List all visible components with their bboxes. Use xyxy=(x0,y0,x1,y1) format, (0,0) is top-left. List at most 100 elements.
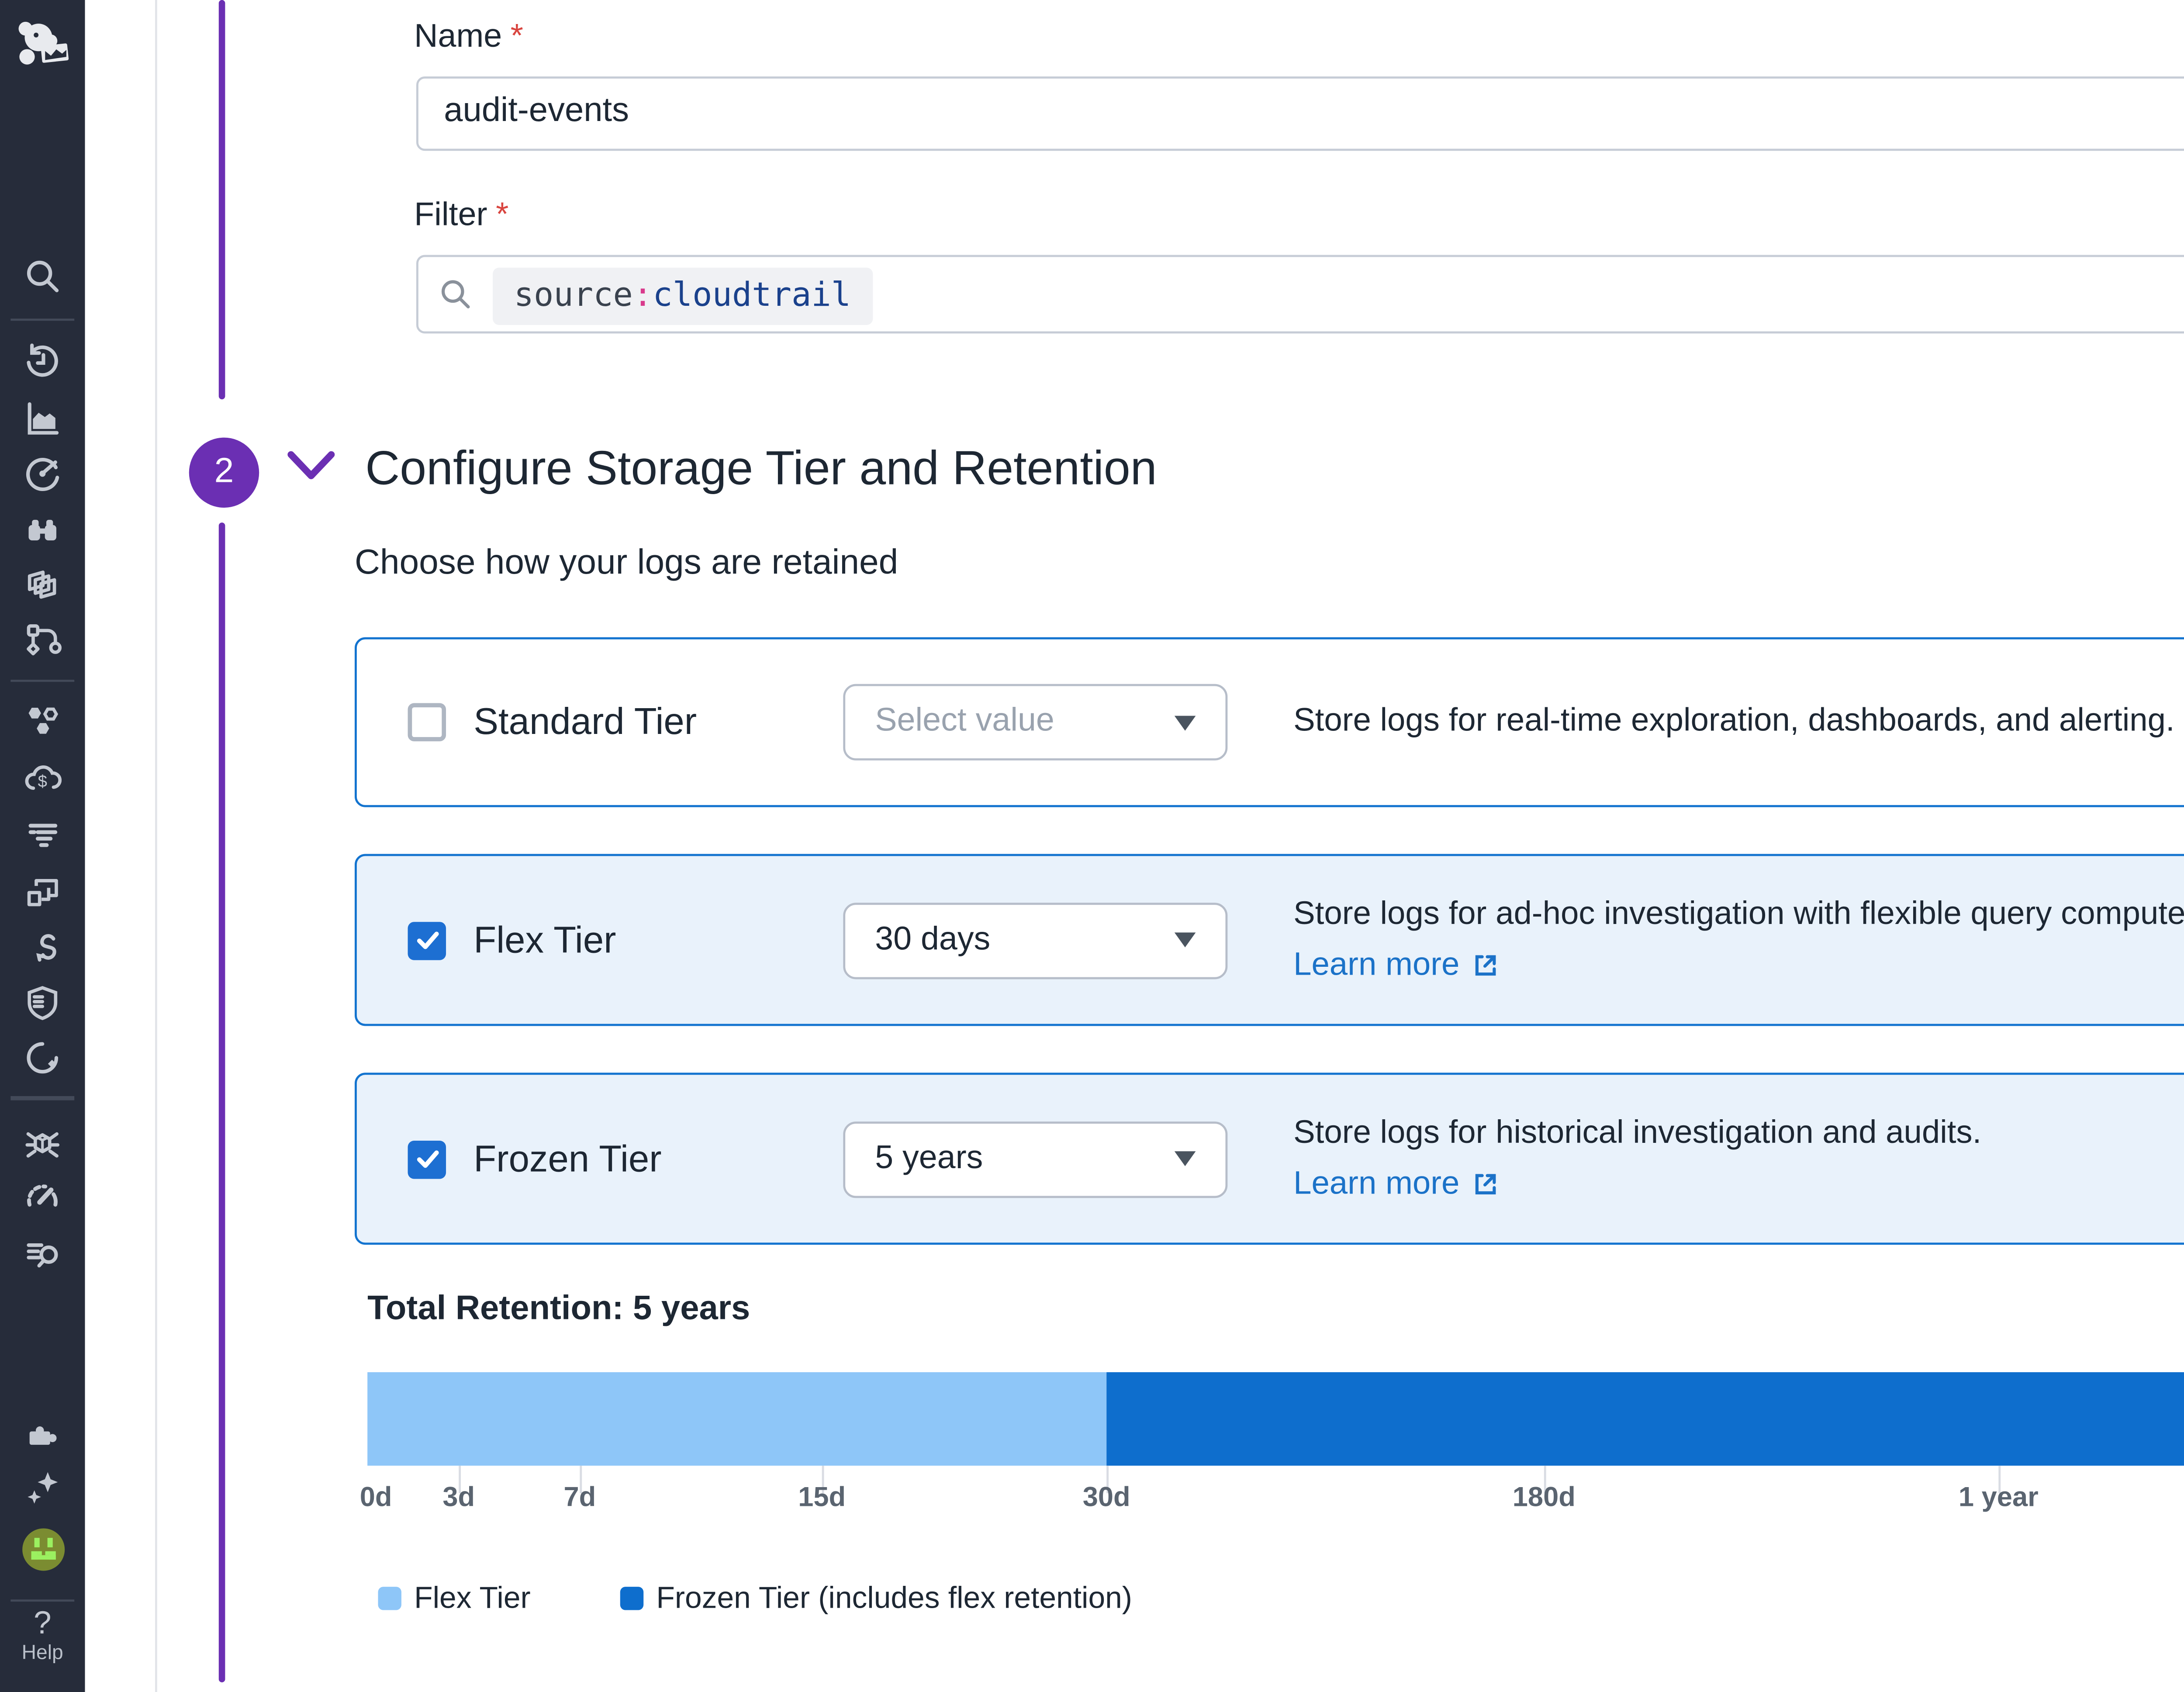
section-subtitle: Choose how your logs are retained xyxy=(354,543,898,582)
axis-tick xyxy=(457,1465,461,1494)
standard-tier-card: Standard Tier Select value Store logs fo… xyxy=(354,637,2184,807)
name-input[interactable] xyxy=(415,76,2184,151)
tier-description-block: Store logs for historical investigation … xyxy=(1293,1108,1981,1210)
svg-text:$: $ xyxy=(38,772,47,791)
required-asterisk: * xyxy=(510,19,524,55)
dropdown-value: 5 years xyxy=(875,1139,983,1176)
check-icon xyxy=(416,931,438,949)
axis-tick-label: 0d xyxy=(359,1480,392,1512)
axis-tick-label: 180d xyxy=(1512,1480,1576,1512)
legend-label: Frozen Tier (includes flex retention) xyxy=(656,1582,1133,1617)
step-number-badge: 2 xyxy=(189,437,259,508)
infrastructure-icon[interactable] xyxy=(0,565,85,603)
frozen-tier-checkbox[interactable] xyxy=(408,1139,446,1178)
caret-down-icon xyxy=(1174,932,1196,948)
axis-tick xyxy=(1543,1465,1546,1494)
filter-query-token[interactable]: source: cloudtrail xyxy=(493,266,872,324)
step-progress-line xyxy=(218,522,225,1682)
filter-label-text: Filter xyxy=(414,197,487,234)
error-tracking-icon[interactable] xyxy=(0,1126,85,1164)
search-icon[interactable] xyxy=(0,257,85,295)
axis-tick-label: 3d xyxy=(442,1480,475,1512)
tier-name: Frozen Tier xyxy=(473,1136,662,1179)
software-catalog-icon[interactable] xyxy=(0,873,85,911)
external-link-icon xyxy=(1476,1174,1496,1194)
flex-tier-card: Flex Tier 30 days Store logs for ad-hoc … xyxy=(354,854,2184,1026)
query-attribute: source xyxy=(514,276,633,315)
dropdown-value: 30 days xyxy=(875,920,991,957)
external-link-icon xyxy=(1476,955,1496,976)
required-asterisk: * xyxy=(496,197,509,234)
help-label[interactable]: Help xyxy=(21,1642,63,1665)
flex-retention-dropdown[interactable]: 30 days xyxy=(843,902,1228,979)
flex-retention-bar-segment xyxy=(367,1372,1107,1466)
help-icon[interactable]: ? xyxy=(33,1605,52,1642)
flex-tier-checkbox[interactable] xyxy=(408,920,446,959)
name-input-value: audit-events xyxy=(444,93,629,130)
user-avatar[interactable] xyxy=(0,1527,85,1572)
axis-tick-label: 30d xyxy=(1082,1480,1130,1512)
standard-retention-dropdown[interactable]: Select value xyxy=(843,684,1228,761)
sidebar-divider xyxy=(10,1598,75,1602)
learn-more-link[interactable]: Learn more xyxy=(1293,1159,1500,1210)
query-value: cloudtrail xyxy=(653,276,851,315)
security-icon[interactable] xyxy=(0,983,85,1022)
learn-more-label: Learn more xyxy=(1293,946,1460,983)
service-map-icon[interactable] xyxy=(0,703,85,741)
axis-tick-label: 1 year xyxy=(1958,1480,2039,1512)
tier-name: Standard Tier xyxy=(473,700,697,743)
axis-tick xyxy=(821,1465,824,1494)
history-icon[interactable] xyxy=(0,342,85,381)
axis-tick-label: 15d xyxy=(798,1480,846,1512)
axis-tick xyxy=(1105,1465,1109,1494)
legend-swatch-frozen xyxy=(620,1585,644,1609)
integrations-icon[interactable] xyxy=(0,1415,85,1453)
caret-down-icon xyxy=(1174,715,1196,730)
apm-icon[interactable] xyxy=(0,620,85,659)
tier-description: Store logs for real-time exploration, da… xyxy=(1293,703,2175,740)
frozen-retention-bar-segment xyxy=(1106,1372,2184,1466)
query-separator: : xyxy=(632,276,653,315)
search-icon xyxy=(438,276,474,323)
sidebar: $ xyxy=(0,0,85,1692)
logs-icon[interactable] xyxy=(0,816,85,854)
learn-more-link[interactable]: Learn more xyxy=(1293,940,1500,991)
learn-more-label: Learn more xyxy=(1293,1165,1460,1201)
step-progress-line xyxy=(218,0,225,400)
synthetics-icon[interactable] xyxy=(0,928,85,967)
dropdown-value: Select value xyxy=(875,703,1054,740)
chevron-down-icon[interactable] xyxy=(285,444,338,497)
caret-down-icon xyxy=(1174,1151,1196,1166)
standard-tier-checkbox[interactable] xyxy=(408,703,446,741)
axis-tick xyxy=(578,1465,582,1494)
tier-description: Store logs for historical investigation … xyxy=(1293,1114,1982,1150)
legend-swatch-flex xyxy=(378,1585,401,1609)
name-field-label: Name * xyxy=(414,19,523,58)
ai-observability-icon[interactable] xyxy=(0,1039,85,1077)
filter-field-label: Filter * xyxy=(414,197,508,236)
tier-description: Store logs for ad-hoc investigation with… xyxy=(1293,895,2184,932)
panel-edge-divider xyxy=(154,0,157,1692)
name-label-text: Name xyxy=(414,19,502,55)
frozen-retention-dropdown[interactable]: 5 years xyxy=(843,1120,1228,1197)
legend-label: Flex Tier xyxy=(414,1582,531,1617)
tier-name: Flex Tier xyxy=(473,917,616,960)
check-icon xyxy=(416,1150,438,1168)
axis-tick xyxy=(1997,1465,2001,1494)
tier-description-block: Store logs for ad-hoc investigation with… xyxy=(1293,889,2184,991)
dashboards-icon[interactable] xyxy=(0,455,85,493)
metrics-icon[interactable] xyxy=(0,399,85,438)
sidebar-divider xyxy=(10,678,75,682)
total-retention-title: Total Retention: 5 years xyxy=(367,1291,750,1328)
bits-ai-icon[interactable] xyxy=(0,1468,85,1506)
section-title: Configure Storage Tier and Retention xyxy=(365,442,1157,495)
watchdog-icon[interactable] xyxy=(0,510,85,548)
sidebar-divider xyxy=(10,1096,75,1100)
datadog-logo-icon[interactable] xyxy=(0,13,85,81)
axis-tick-label: 7d xyxy=(563,1480,596,1512)
cloud-cost-icon[interactable]: $ xyxy=(0,761,85,799)
log-search-icon[interactable] xyxy=(0,1234,85,1273)
frozen-tier-card: Frozen Tier 5 years Store logs for histo… xyxy=(354,1073,2184,1245)
performance-gauge-icon[interactable] xyxy=(0,1179,85,1218)
